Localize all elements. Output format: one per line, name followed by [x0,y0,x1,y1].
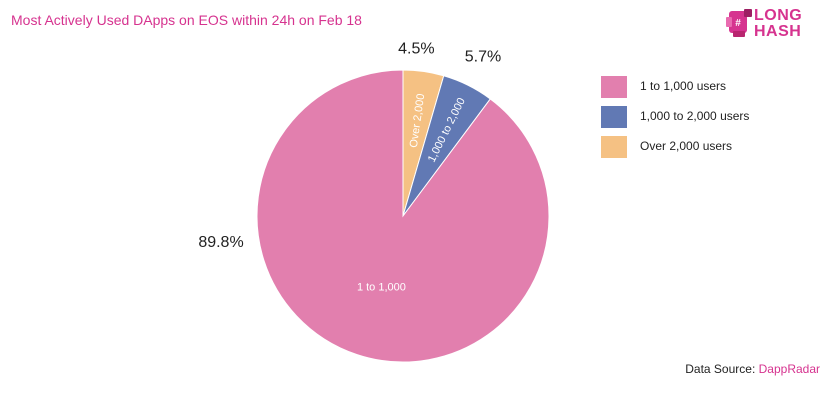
data-source-prefix: Data Source: [685,362,759,376]
slice-value-label: 89.8% [198,234,243,251]
legend-label: Over 2,000 users [640,139,733,153]
longhash-logo-icon: # [726,9,752,37]
slice-inner-label: 1 to 1,000 [357,281,406,293]
chart-title: Most Actively Used DApps on EOS within 2… [11,12,362,28]
legend-item: 1,000 to 2,000 users [601,106,801,128]
logo-text-line2: HASH [754,23,802,40]
longhash-logo: # LONG HASH [726,7,826,41]
legend-item: 1 to 1,000 users [601,76,801,98]
svg-text:#: # [735,18,741,29]
legend-label: 1 to 1,000 users [640,79,727,93]
legend-swatch [601,136,627,158]
legend-label: 1,000 to 2,000 users [640,109,750,123]
data-source-link[interactable]: DappRadar [758,362,820,376]
pie-slice [256,69,550,363]
slice-value-label: 4.5% [398,41,434,58]
legend-swatch [601,76,627,98]
legend-swatch [601,106,627,128]
legend-item: Over 2,000 users [601,136,801,158]
logo-text-line1: LONG [754,7,803,24]
slice-value-label: 5.7% [465,48,501,65]
data-source: Data Source: DappRadar [685,362,820,376]
